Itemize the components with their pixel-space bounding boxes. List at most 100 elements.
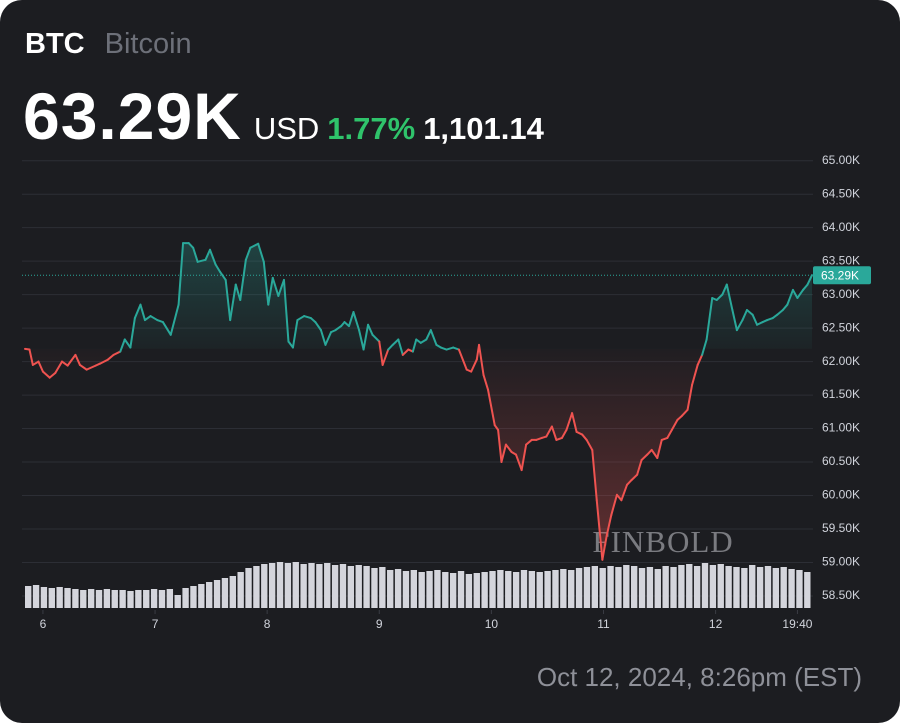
volume-bar	[449, 573, 457, 608]
price-line-segment	[66, 353, 77, 367]
price-line-segment	[701, 338, 708, 356]
volume-bar	[261, 564, 268, 608]
volume-bar	[80, 590, 87, 608]
price-line-segment	[802, 283, 809, 291]
price-line-segment	[470, 358, 478, 373]
y-tick-label: 61.50K	[822, 387, 860, 401]
volume-bar	[135, 590, 142, 608]
price-line-segment	[497, 428, 503, 464]
volume-bar	[717, 564, 724, 608]
price-line-segment	[656, 438, 663, 460]
price-line-segment	[545, 425, 553, 438]
price-line-segment	[277, 278, 285, 297]
price-line-segment	[367, 323, 374, 336]
volume-bar	[394, 569, 402, 608]
x-tick-label: 8	[264, 617, 271, 631]
price-line-segment	[751, 313, 759, 326]
price-line-segment	[581, 433, 588, 441]
price-line-segment	[741, 309, 748, 322]
volume-bar	[772, 568, 780, 608]
price-line-segment	[500, 443, 507, 464]
price-line-segment	[303, 315, 312, 320]
volume-bar	[764, 566, 772, 608]
volume-bar	[552, 570, 559, 608]
volume-bar	[316, 564, 323, 608]
price-line-segment	[636, 459, 643, 476]
price-line-segment	[806, 274, 813, 286]
volume-bar	[646, 567, 654, 608]
price-line-segment	[575, 430, 584, 436]
price-line-segment	[74, 353, 81, 366]
price-line-segment	[28, 348, 34, 366]
price-line-segment	[676, 414, 683, 421]
volume-bar	[32, 585, 40, 608]
price-line-segment	[262, 260, 270, 306]
price-line-segment	[229, 283, 237, 322]
volume-bar	[733, 567, 740, 608]
price-line-segment	[319, 329, 327, 346]
y-tick-label: 65.00K	[822, 153, 860, 167]
volume-bar	[72, 589, 79, 608]
y-tick-label: 63.00K	[822, 287, 860, 301]
volume-bar	[497, 570, 504, 608]
price-line-segment	[314, 321, 322, 332]
timestamp: Oct 12, 2024, 8:26pm (EST)	[536, 662, 862, 692]
volume-bar	[489, 571, 496, 608]
price-line-segment	[204, 248, 211, 261]
volume-bar	[56, 587, 63, 608]
volume-bar	[788, 569, 795, 608]
volume-bar	[213, 580, 221, 608]
volume-bar	[678, 565, 685, 608]
price-line-segment	[31, 360, 40, 366]
price-line-segment	[267, 276, 274, 306]
price-line-segment	[721, 283, 728, 296]
volume-bar	[379, 567, 386, 608]
price-line-segment	[397, 338, 404, 356]
volume-bar	[465, 574, 473, 608]
price-line-segment	[680, 408, 689, 417]
volume-bar	[701, 563, 709, 608]
volume-bar	[25, 586, 32, 608]
price-line-segment	[796, 288, 805, 299]
volume-bar	[371, 568, 378, 608]
volume-bar	[87, 589, 95, 608]
volume-bar	[583, 567, 591, 608]
volume-bar	[693, 566, 701, 608]
volume-bar	[64, 588, 71, 608]
volume-bar	[331, 565, 339, 608]
x-tick-label: 7	[152, 617, 159, 631]
symbol: BTC	[25, 28, 85, 60]
volume-bar	[505, 571, 512, 608]
price-line-segment	[214, 263, 222, 273]
price-line-segment	[550, 425, 558, 441]
price-line-segment	[487, 388, 496, 427]
price-line-segment	[106, 353, 115, 361]
volume-bar	[749, 565, 756, 608]
price-line-segment	[334, 325, 343, 332]
price-line-segment	[585, 438, 594, 451]
price-line-segment	[601, 534, 608, 561]
price-line-segment	[781, 303, 789, 312]
price-line-segment	[791, 288, 799, 299]
volume-bar	[418, 572, 425, 608]
price-line-segment	[666, 428, 673, 439]
price-line-segment	[595, 499, 604, 561]
volume-bar	[709, 565, 717, 608]
price-line-segment	[112, 350, 122, 356]
price-line-segment	[271, 276, 280, 297]
price-line-segment	[401, 348, 410, 356]
y-tick-label: 58.50K	[822, 588, 860, 602]
price-line-segment	[177, 242, 185, 306]
volume-bar	[623, 565, 630, 608]
price-line-segment	[387, 343, 394, 351]
y-tick-label: 59.50K	[822, 521, 860, 535]
price-line-segment	[381, 348, 390, 366]
y-tick-label: 62.00K	[822, 354, 860, 368]
volume-bar	[599, 568, 606, 608]
x-tick-label: 10	[485, 617, 499, 631]
price-line-segment	[776, 309, 784, 316]
volume-bar	[536, 572, 543, 608]
volume-bar	[276, 562, 284, 608]
price-line-segment	[630, 473, 639, 482]
price-line-segment	[756, 321, 764, 326]
